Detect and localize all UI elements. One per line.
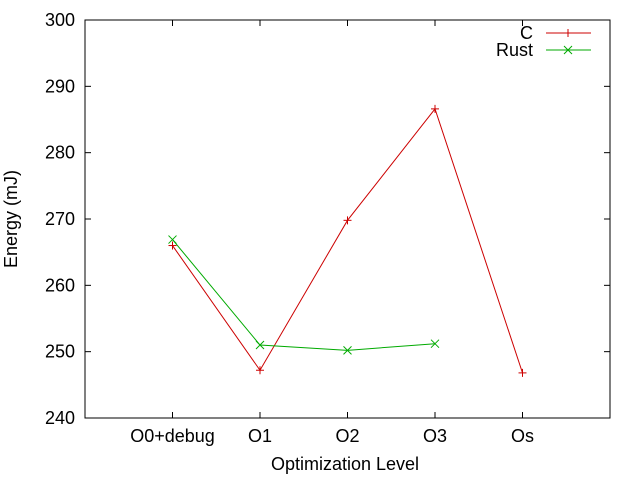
series-line-rust (172, 239, 436, 351)
x-axis-label: Optimization Level (271, 454, 419, 474)
series-line-c (172, 107, 523, 374)
y-axis-label: Energy (mJ) (1, 170, 21, 268)
legend-label-c: C (520, 23, 533, 43)
y-tick-label: 250 (45, 342, 75, 362)
data-point-c (518, 368, 527, 377)
data-point-c (343, 216, 352, 225)
y-tick-label: 300 (45, 10, 75, 30)
data-point-c (168, 241, 177, 250)
legend-marker-c (564, 29, 572, 37)
x-tick-label: O0+debug (130, 426, 215, 446)
y-tick-label: 280 (45, 143, 75, 163)
tick-marks: 240 250 260 270 280 290 300 O0+debug O1 O2 O3 Os (45, 10, 610, 446)
y-tick-label: 240 (45, 408, 75, 428)
x-tick-label: Os (511, 426, 534, 446)
legend-marker-rust (563, 45, 573, 55)
data-point-c (256, 366, 264, 375)
data-point-rust (343, 345, 352, 355)
data-series (168, 104, 527, 377)
data-point-rust (430, 339, 440, 349)
x-tick-label: O3 (423, 426, 447, 446)
data-point-rust (255, 340, 265, 350)
data-point-rust (168, 235, 177, 244)
x-tick-label: O2 (335, 426, 359, 446)
data-point-c (431, 104, 439, 113)
y-tick-label: 260 (45, 275, 75, 295)
x-tick-label: O1 (248, 426, 272, 446)
y-tick-label: 290 (45, 76, 75, 96)
y-tick-label: 270 (45, 209, 75, 229)
legend-label-rust: Rust (496, 40, 533, 60)
